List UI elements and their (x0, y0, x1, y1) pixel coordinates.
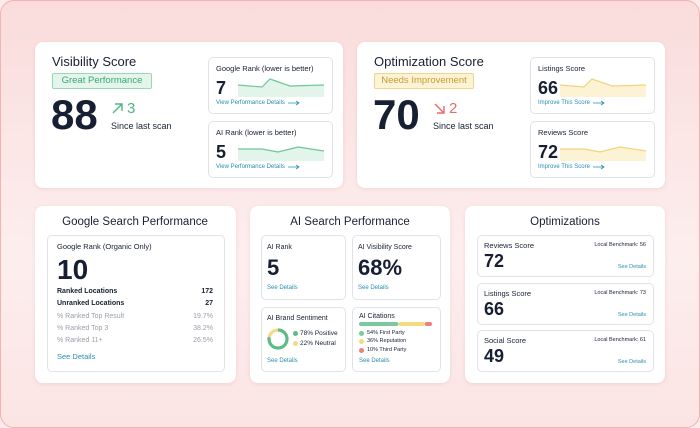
row-label: % Ranked 11+ (57, 337, 103, 345)
link-arrow (593, 164, 605, 170)
benchmark: Local Benchmark: 73 (594, 289, 646, 296)
row-value: 38.2% (193, 324, 213, 332)
see-details[interactable]: See Details (57, 352, 96, 361)
legend-label: 22% Neutral (300, 340, 336, 347)
optimization-box (477, 330, 654, 372)
box-title: AI Rank (267, 244, 292, 251)
box-title: Social Score (484, 336, 527, 345)
sparkline (238, 146, 324, 161)
see-details[interactable]: See Details (359, 358, 390, 364)
bar-segment (359, 322, 399, 326)
legend-label: 78% Positive (300, 330, 338, 337)
section-title: AI Search Performance (290, 216, 410, 228)
legend-label: 36% Reputation (367, 338, 407, 345)
sparkline (560, 146, 646, 161)
row-value: 26.5% (193, 337, 213, 345)
box-title: Listings Score (484, 288, 532, 298)
legend-label: 54% First Party (367, 330, 405, 336)
metric-value: 5 (216, 142, 227, 162)
donut (267, 328, 289, 350)
box-value: 5 (267, 255, 280, 280)
ai-box (261, 307, 346, 372)
score-change: 3 (127, 100, 136, 117)
ai-box (261, 235, 346, 300)
metric-value: 72 (538, 142, 559, 162)
metric-link[interactable]: Improve This Score (538, 100, 590, 106)
row-value: 172 (201, 288, 213, 295)
see-details[interactable]: See Details (617, 311, 646, 318)
metric-title: AI Rank (lower is better) (216, 128, 297, 137)
row-value: 27 (205, 300, 213, 308)
see-details[interactable]: See Details (358, 285, 389, 291)
box-value: 68% (358, 255, 403, 280)
benchmark: Local Benchmark: 61 (594, 337, 646, 343)
row-value: 19.7% (193, 312, 213, 320)
legend-dot (359, 331, 364, 336)
card-title: Visibility Score (52, 54, 137, 69)
sparkline (238, 78, 324, 97)
see-details[interactable]: See Details (617, 359, 646, 365)
box-value: 66 (484, 298, 505, 319)
donut-segment (267, 328, 289, 350)
status-badge: Needs Improvement (374, 73, 474, 89)
metric-title: Listings Score (538, 64, 586, 73)
legend-dot (293, 341, 298, 346)
row-label: Unranked Locations (57, 300, 125, 308)
score-value: 70 (373, 91, 420, 138)
legend-dot (359, 347, 364, 353)
box-title: AI Brand Sentiment (267, 315, 328, 322)
see-details[interactable]: See Details (617, 264, 646, 270)
metric-link[interactable]: View Performance Details (216, 164, 285, 170)
row-label: Ranked Locations (57, 288, 118, 295)
metric-value: 7 (216, 78, 227, 98)
link-arrow (593, 100, 605, 106)
change-arrow (112, 103, 123, 114)
benchmark: Local Benchmark: 56 (594, 242, 646, 248)
ai-box (352, 235, 441, 300)
change-label: Since last scan (433, 121, 494, 131)
box-value: 10 (57, 254, 89, 285)
row-label: % Ranked Top 3 (57, 324, 109, 332)
change-label: Since last scan (111, 121, 172, 131)
box-value: 49 (484, 346, 505, 366)
link-arrow (288, 100, 300, 106)
legend-label: 10% Third Party (367, 346, 407, 353)
see-details[interactable]: See Details (267, 358, 298, 364)
section-title: Google Search Performance (62, 216, 208, 228)
metric-value: 66 (538, 78, 559, 98)
metric-title: Reviews Score (538, 128, 589, 137)
row-label: % Ranked Top Result (57, 312, 125, 320)
metric-link[interactable]: Improve This Score (538, 164, 590, 170)
score-value: 88 (51, 91, 98, 138)
change-arrow (434, 103, 445, 114)
rank-box (47, 235, 225, 372)
box-title: Google Rank (Organic Only) (57, 242, 152, 251)
box-title: AI Visibility Score (358, 244, 412, 251)
card-title: Optimization Score (374, 54, 484, 69)
bar-segment (424, 322, 432, 326)
citation-bar (359, 322, 432, 326)
legend-dot (359, 339, 364, 345)
see-details[interactable]: See Details (267, 285, 298, 291)
box-value: 72 (484, 251, 505, 271)
metric-link[interactable]: View Performance Details (216, 100, 285, 106)
legend-dot (293, 331, 298, 336)
metric-title: Google Rank (lower is better) (216, 64, 314, 73)
ai-box (352, 307, 441, 372)
optimization-box (477, 235, 654, 277)
optimization-box (477, 282, 654, 325)
link-arrow (288, 164, 300, 170)
box-title: Reviews Score (484, 241, 535, 250)
status-badge: Great Performance (52, 73, 152, 89)
section-title: Optimizations (530, 216, 600, 228)
box-title: AI Citations (359, 313, 395, 320)
bar-segment (398, 322, 425, 326)
score-change: 2 (449, 100, 458, 117)
sparkline (560, 78, 646, 97)
